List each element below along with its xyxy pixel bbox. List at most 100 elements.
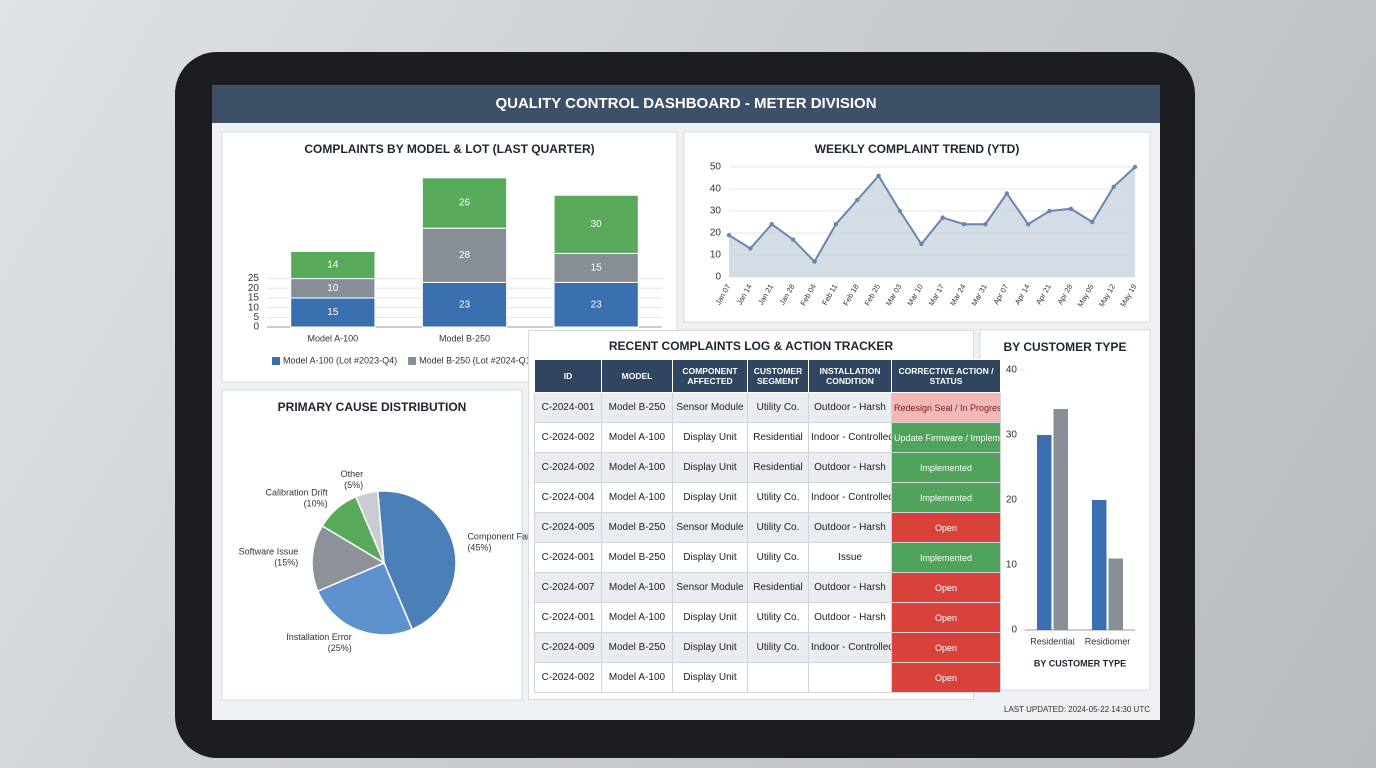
bar-segment: [553, 252, 639, 283]
trend-point: [1132, 164, 1138, 170]
trend-point: [726, 233, 732, 238]
table-cell: Model B-250: [601, 632, 673, 663]
table-cell: Utility Co.: [747, 512, 809, 543]
table-cell: C-2024-002: [534, 452, 602, 483]
table-row: C-2024-002 Model A-100 Display Unit Open: [534, 662, 1001, 693]
trend-area: [729, 167, 1135, 277]
bar-segment: [290, 250, 376, 280]
y-tick-label: 50: [710, 162, 722, 173]
header-row: ID MODEL COMPONENT AFFECTED CUSTOMER SEGMEN…: [534, 359, 1001, 393]
table-row: C-2024-001 Model B-250 Display Unit Utility…: [534, 542, 1001, 573]
column-header: INSTALLATION CONDITION: [808, 359, 892, 393]
trend-point: [1004, 191, 1009, 196]
table-cell: C-2024-001: [534, 542, 602, 573]
y-tick-label: 20: [1006, 495, 1018, 506]
y-tick-label: 30: [710, 206, 722, 217]
y-tick-label: 10: [1006, 560, 1018, 571]
bar-value-label: 15: [327, 307, 339, 318]
trend-point: [876, 173, 881, 178]
pie-value-label: (15%): [274, 557, 298, 567]
status-cell: Open: [891, 512, 1001, 543]
pie-label: Software Issue: [239, 546, 299, 556]
table-cell: Sensor Module: [672, 512, 748, 543]
trend-point: [1025, 222, 1031, 227]
pie-slice: [354, 490, 385, 564]
y-tick-label: 10: [710, 250, 722, 261]
status-cell: Open: [891, 662, 1001, 693]
y-tick-label: 0: [253, 322, 259, 333]
bar: [1037, 435, 1052, 630]
bar: [1092, 500, 1107, 630]
legend-label: Model A-100 (Lot #2023-Q4): [283, 355, 397, 365]
trend-point: [919, 241, 924, 247]
trend-point: [983, 222, 988, 227]
pie-label: Installation Error: [286, 632, 352, 642]
table-cell: Indoor - Controlled: [808, 632, 892, 663]
table-cell: Utility Co.: [747, 602, 809, 633]
chart-title: WEEKLY COMPLAINT TREND (YTD): [815, 142, 1020, 156]
bar-value-label: 10: [327, 283, 339, 294]
table-row: C-2024-002 Model A-100 Display Unit Residen…: [534, 422, 1001, 453]
table-cell: C-2024-004: [534, 482, 602, 513]
table-cell: Outdoor - Harsh: [808, 452, 892, 483]
pie-slice: [376, 490, 457, 631]
status-cell: Redesign Seal / In Progress: [891, 392, 1001, 423]
x-tick-label: Model A-100: [308, 333, 359, 343]
x-tick-label: Residential: [1030, 636, 1075, 646]
table-cell: Display Unit: [672, 482, 748, 513]
y-tick-label: 25: [248, 273, 260, 284]
column-header: MODEL: [601, 359, 673, 393]
trend-point: [961, 222, 967, 227]
pie-slice: [316, 562, 414, 636]
pie-label: Component Failure: [467, 532, 544, 542]
table-cell: Outdoor - Harsh: [808, 572, 892, 603]
complaints-table: ID MODEL COMPONENT AFFECTED CUSTOMER SEGMEN…: [534, 359, 1001, 693]
bar: [1053, 409, 1068, 630]
bar-segment: [421, 227, 508, 283]
pie-value-label: (10%): [304, 498, 328, 508]
trend-point: [812, 259, 817, 264]
bar-value-label: 23: [591, 299, 603, 310]
trend-line: [728, 166, 1136, 264]
x-axis-label: BY CUSTOMER TYPE: [1034, 658, 1126, 668]
table-row: C-2024-009 Model B-250 Display Unit Utility…: [534, 632, 1001, 663]
status-cell: Open: [891, 572, 1001, 603]
table-cell: Outdoor - Harsh: [808, 512, 892, 543]
y-tick-label: 0: [1011, 625, 1017, 636]
table-cell: Residential: [747, 422, 809, 453]
table-cell: Display Unit: [672, 422, 748, 453]
table-cell: C-2024-005: [534, 512, 602, 543]
trend-point: [790, 237, 796, 242]
x-tick-label: Model B-250: [439, 333, 490, 343]
table-cell: C-2024-009: [534, 632, 602, 663]
table-cell: Utility Co.: [747, 392, 809, 423]
bar-value-label: 26: [459, 198, 471, 209]
trend-point: [1068, 206, 1074, 211]
y-tick-label: 40: [1006, 365, 1018, 376]
table-cell-empty: [808, 662, 892, 693]
pie-value-label: (5%): [344, 480, 363, 490]
y-tick-label: 5: [253, 312, 259, 323]
table-cell: Utility Co.: [747, 632, 809, 663]
x-tick-label: Residiomer: [1085, 636, 1131, 646]
table-cell: Model A-100: [601, 602, 673, 633]
y-tick-label: 40: [710, 184, 722, 195]
bar-value-label: 30: [591, 219, 603, 230]
chart-title: COMPLAINTS BY MODEL & LOT (LAST QUARTER): [304, 142, 594, 156]
y-tick-label: 10: [248, 302, 260, 313]
pie-label: Calibration Drift: [266, 487, 329, 497]
trend-point: [855, 197, 860, 203]
pie-label: Other: [341, 469, 364, 479]
pie-slice: [311, 524, 386, 593]
table-cell: Residential: [747, 572, 809, 603]
legend-swatch: [272, 357, 280, 365]
bar-value-label: 23: [459, 299, 471, 310]
column-header: ID: [534, 359, 602, 393]
status-cell: Implemented: [891, 482, 1001, 513]
table-cell: Sensor Module: [672, 572, 748, 603]
status-cell: Open: [891, 632, 1001, 663]
table-cell: Model B-250: [601, 512, 673, 543]
status-cell: Open: [891, 602, 1001, 633]
table-cell: Issue: [808, 542, 892, 573]
